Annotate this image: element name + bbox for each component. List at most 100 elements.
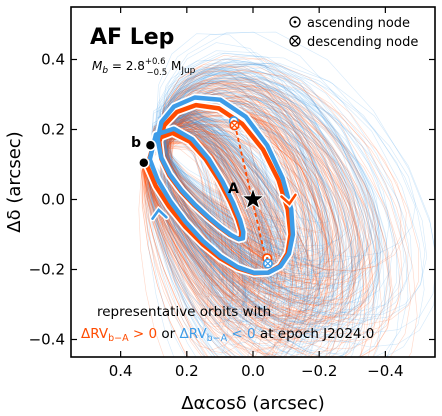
posterior-orbit (149, 64, 425, 357)
posterior-orbit (149, 68, 361, 331)
posterior-orbit (149, 67, 360, 357)
posterior-orbit (147, 64, 344, 334)
y-tick-label: 0.2 (41, 121, 65, 139)
posterior-orbit (149, 62, 435, 334)
posterior-orbit (148, 111, 324, 320)
posterior-orbit (144, 105, 320, 337)
posterior-orbit (149, 103, 341, 313)
posterior-orbit (144, 105, 328, 317)
orbit-markers (138, 116, 299, 269)
mass-unit: M (167, 59, 181, 73)
posterior-orbit (145, 105, 319, 318)
posterior-orbit (149, 59, 353, 324)
posterior-orbit (141, 96, 382, 357)
posterior-orbit (142, 107, 303, 352)
posterior-orbit (139, 100, 375, 357)
planet-label: b (131, 135, 141, 151)
posterior-orbit (143, 108, 334, 357)
annotation-blue-main: ΔRV (180, 326, 208, 342)
annotation-line1: representative orbits with (97, 304, 271, 320)
posterior-orbit (141, 110, 293, 357)
x-tick-label: −0.4 (367, 362, 403, 380)
ascending-node-icon (289, 16, 301, 28)
annotation-blue-sub: b−A (207, 333, 228, 344)
representative-orbits (143, 93, 297, 278)
posterior-orbit (144, 94, 403, 335)
mass-minus: −0.5 (147, 68, 168, 78)
posterior-orbit (147, 74, 361, 306)
posterior-orbit (144, 100, 281, 339)
posterior-orbit (143, 104, 309, 351)
x-tick-label: −0.2 (301, 362, 337, 380)
posterior-orbit (142, 99, 334, 357)
posterior-orbit (147, 108, 263, 311)
posterior-orbit (141, 105, 299, 357)
y-axis-label: Δδ (arcsec) (4, 131, 25, 232)
posterior-orbit (144, 110, 371, 319)
star-icon (240, 186, 266, 211)
posterior-orbit (149, 70, 347, 291)
annotation-epoch: at epoch J2024.0 (256, 326, 375, 342)
posterior-orbit (149, 31, 409, 321)
posterior-orbit (149, 74, 361, 262)
posterior-orbit (143, 115, 328, 341)
posterior-orbit (145, 109, 328, 309)
planet-b-marker (144, 139, 157, 152)
posterior-orbit (143, 100, 294, 357)
legend: ascending node descending node (289, 16, 418, 50)
x-tick-label: 0.2 (175, 362, 199, 380)
annotation-blue-tail: < 0 (227, 326, 255, 342)
legend-ascending-label: ascending node (307, 16, 410, 31)
annotation-or: or (157, 326, 179, 342)
posterior-orbit (149, 31, 435, 348)
posterior-orbit (149, 60, 409, 357)
posterior-orbit (142, 119, 315, 339)
posterior-orbit (148, 118, 334, 338)
posterior-orbit (146, 66, 317, 344)
legend-descending-label: descending node (307, 35, 418, 50)
posterior-orbit (145, 97, 357, 296)
posterior-orbit (143, 134, 283, 326)
posterior-orbit (142, 112, 331, 334)
posterior-orbit (143, 109, 300, 339)
posterior-orbit (149, 68, 331, 300)
posterior-orbit (148, 107, 321, 356)
x-axis-label: Δαcosδ (arcsec) (181, 393, 325, 414)
posterior-orbit (142, 106, 319, 355)
posterior-orbit (142, 112, 365, 353)
posterior-orbit (142, 115, 370, 357)
posterior-orbit (138, 100, 279, 357)
posterior-orbit (149, 33, 345, 352)
posterior-orbit (148, 63, 386, 357)
descending-node-red-cross (231, 122, 238, 129)
posterior-orbit (149, 52, 380, 335)
posterior-orbit (149, 76, 365, 290)
mass-plus: +0.6 (145, 57, 166, 67)
posterior-orbit (147, 69, 357, 321)
posterior-orbit (148, 103, 349, 357)
x-tick-label: 0.0 (241, 362, 265, 380)
posterior-orbit (144, 109, 341, 290)
posterior-orbit (148, 106, 345, 297)
descending-node-blue-cross (264, 260, 272, 267)
posterior-orbit (143, 115, 331, 357)
posterior-orbit (148, 101, 321, 357)
posterior-orbit (149, 68, 338, 291)
posterior-orbit (149, 79, 332, 342)
posterior-orbit (142, 110, 392, 357)
y-tick-label: −0.2 (29, 261, 65, 279)
axis-ticks: 0.4 0.2 0.0 −0.2 −0.4 −0.4 −0.2 0.0 0.2 0.4 (29, 7, 435, 380)
posterior-orbit (145, 65, 355, 357)
posterior-orbit (148, 58, 419, 325)
mass-label: Mb = 2.8+0.6 −0.5 MJup (92, 57, 196, 78)
posterior-orbit (145, 130, 335, 302)
descending-node-icon (289, 35, 301, 47)
posterior-orbit (149, 67, 416, 258)
posterior-orbit (148, 65, 364, 339)
posterior-orbit (141, 100, 307, 357)
annotation-red-sub: b−A (108, 333, 129, 344)
posterior-orbit (143, 115, 367, 334)
planet-b-marker (138, 156, 150, 169)
annotation-line2: ΔRVb−A > 0 or ΔRVb−A < 0 at epoch J2024.… (81, 326, 374, 344)
direction-arrow-blue (151, 208, 168, 220)
